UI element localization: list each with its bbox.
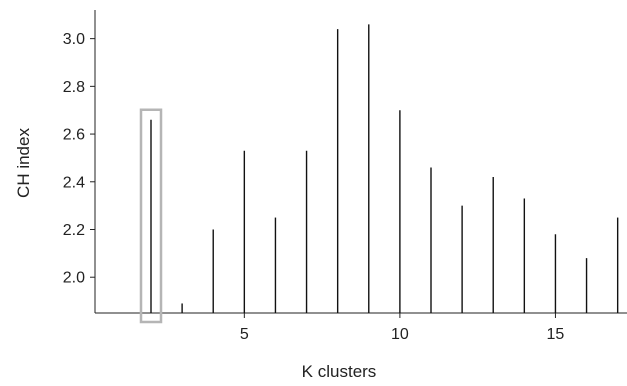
x-tick-label: 5 [240, 326, 249, 343]
x-axis-title: K clusters [302, 362, 377, 381]
axes [94, 10, 627, 314]
x-tick-label: 15 [547, 326, 565, 343]
y-tick-label: 3.0 [63, 31, 85, 48]
x-tick-label: 10 [391, 326, 409, 343]
y-tick-label: 2.2 [63, 222, 85, 239]
x-ticks: 5 10 15 [240, 313, 565, 343]
highlight-box [139, 108, 163, 324]
bars-group [150, 24, 619, 313]
y-tick-label: 2.0 [63, 270, 85, 287]
y-tick-label: 2.4 [63, 174, 85, 191]
highlight-group [139, 108, 163, 324]
y-tick-label: 2.6 [63, 127, 85, 144]
y-tick-label: 2.8 [63, 79, 85, 96]
y-ticks: 2.0 2.2 2.4 2.6 2.8 3.0 [63, 31, 95, 287]
y-axis-title: CH index [14, 128, 33, 198]
